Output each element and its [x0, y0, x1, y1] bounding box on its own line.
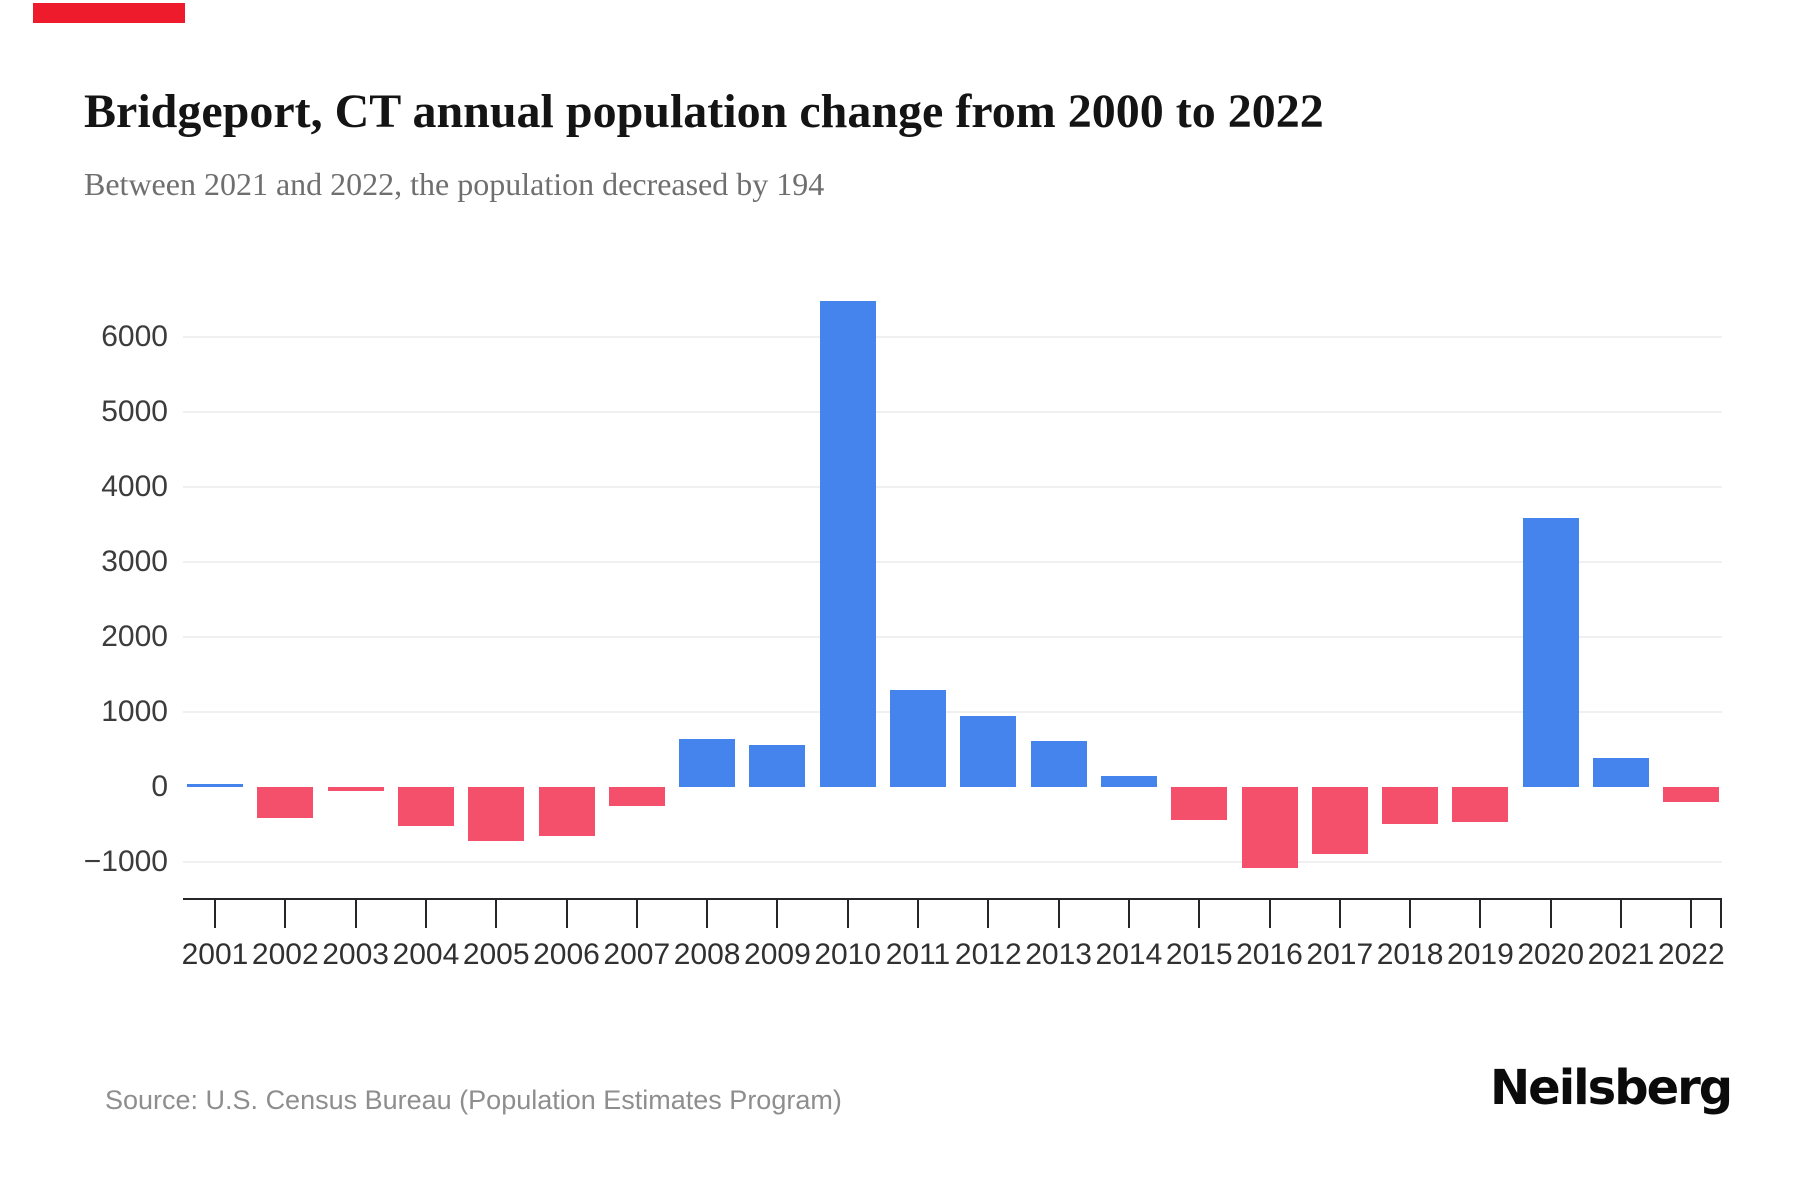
- bar-2003[interactable]: [327, 787, 384, 792]
- x-axis-tick: [1409, 900, 1412, 928]
- x-axis-line: [183, 898, 1722, 900]
- x-axis-tick: [214, 900, 216, 928]
- x-axis-tick: [284, 900, 287, 928]
- x-axis-label: 2001: [181, 938, 249, 971]
- x-axis-label: 2009: [744, 938, 811, 971]
- x-axis-label: 2017: [1306, 938, 1374, 971]
- x-axis-label: 2004: [392, 938, 460, 971]
- x-axis-tick: [846, 900, 849, 928]
- gridline: [183, 636, 1722, 638]
- x-axis-tick: [1268, 900, 1271, 928]
- bar-2014[interactable]: [1100, 776, 1157, 787]
- bar-2016[interactable]: [1241, 787, 1298, 868]
- y-axis-label: 1000: [101, 695, 168, 728]
- x-axis-tick: [1198, 900, 1201, 928]
- y-axis-label: 4000: [101, 470, 168, 503]
- x-axis-tick: [1479, 900, 1482, 928]
- bar-2007[interactable]: [608, 787, 665, 806]
- gridline: [183, 336, 1722, 338]
- x-axis-label: 2007: [603, 938, 671, 971]
- bar-2021[interactable]: [1593, 758, 1649, 787]
- x-axis-label: 2005: [462, 938, 530, 971]
- gridline: [183, 486, 1722, 488]
- x-axis-tick: [1690, 900, 1693, 928]
- gridline: [183, 561, 1722, 563]
- x-axis-tick: [987, 900, 990, 928]
- x-axis-label: 2008: [673, 938, 741, 971]
- bar-2005[interactable]: [468, 787, 525, 841]
- x-axis-tick: [1549, 900, 1552, 928]
- gridline: [183, 861, 1722, 863]
- x-axis-label: 2022: [1657, 938, 1725, 971]
- x-axis-tick: [1127, 900, 1130, 928]
- bar-2017[interactable]: [1311, 787, 1368, 854]
- bar-2012[interactable]: [960, 716, 1017, 787]
- bar-2015[interactable]: [1171, 787, 1228, 820]
- x-axis-tick: [706, 900, 709, 928]
- x-axis-label: 2014: [1095, 938, 1163, 971]
- y-axis-label: 5000: [101, 395, 168, 428]
- bar-2022[interactable]: [1663, 787, 1720, 802]
- x-axis-label: 2013: [1025, 938, 1092, 971]
- y-axis-label: 2000: [101, 620, 168, 653]
- x-axis-tick: [1057, 900, 1060, 928]
- x-axis-tick: [1338, 900, 1341, 928]
- x-axis-tick: [635, 900, 638, 928]
- y-axis-label: 6000: [101, 320, 168, 353]
- x-axis-label: 2015: [1165, 938, 1233, 971]
- x-axis-tick: [354, 900, 357, 928]
- x-axis-label: 2010: [814, 938, 882, 971]
- source-caption: Source: U.S. Census Bureau (Population E…: [105, 1085, 842, 1115]
- bar-2001[interactable]: [187, 784, 243, 787]
- x-axis-tick: [495, 900, 498, 928]
- page-subtitle: Between 2021 and 2022, the population de…: [84, 166, 825, 202]
- x-axis-tick: [1620, 900, 1622, 928]
- bar-2019[interactable]: [1452, 787, 1509, 822]
- x-axis-tick: [424, 900, 427, 928]
- bar-2006[interactable]: [538, 787, 595, 836]
- x-axis-label: 2006: [533, 938, 600, 971]
- bar-2011[interactable]: [890, 690, 946, 787]
- x-axis-label: 2021: [1587, 938, 1655, 971]
- x-axis-tick: [776, 900, 779, 928]
- bar-2018[interactable]: [1382, 787, 1439, 824]
- x-axis-label: 2011: [885, 938, 951, 971]
- page-title: Bridgeport, CT annual population change …: [84, 85, 1324, 139]
- x-axis-label: 2019: [1447, 938, 1514, 971]
- x-axis-end-tick: [1720, 900, 1722, 928]
- x-axis-label: 2002: [251, 938, 319, 971]
- brand-logo: Neilsberg: [1490, 1060, 1733, 1116]
- bar-2004[interactable]: [397, 787, 454, 826]
- x-axis-label: 2016: [1236, 938, 1303, 971]
- bar-2013[interactable]: [1030, 740, 1087, 787]
- x-axis-label: 2020: [1517, 938, 1585, 971]
- bar-2009[interactable]: [749, 745, 806, 787]
- y-axis-label: −1000: [83, 845, 168, 878]
- bar-2010[interactable]: [819, 301, 876, 787]
- y-axis-label: 3000: [101, 545, 168, 578]
- bar-2002[interactable]: [257, 787, 314, 818]
- x-axis-tick: [565, 900, 568, 928]
- x-axis-label: 2018: [1376, 938, 1444, 971]
- bar-2020[interactable]: [1522, 517, 1579, 787]
- x-axis-label: 2012: [954, 938, 1022, 971]
- gridline: [183, 711, 1722, 713]
- y-axis-label: 0: [151, 770, 168, 803]
- x-axis-label: 2003: [322, 938, 389, 971]
- gridline: [183, 411, 1722, 413]
- x-axis-tick: [917, 900, 919, 928]
- corner-marker: [33, 3, 185, 23]
- bar-2008[interactable]: [679, 739, 736, 787]
